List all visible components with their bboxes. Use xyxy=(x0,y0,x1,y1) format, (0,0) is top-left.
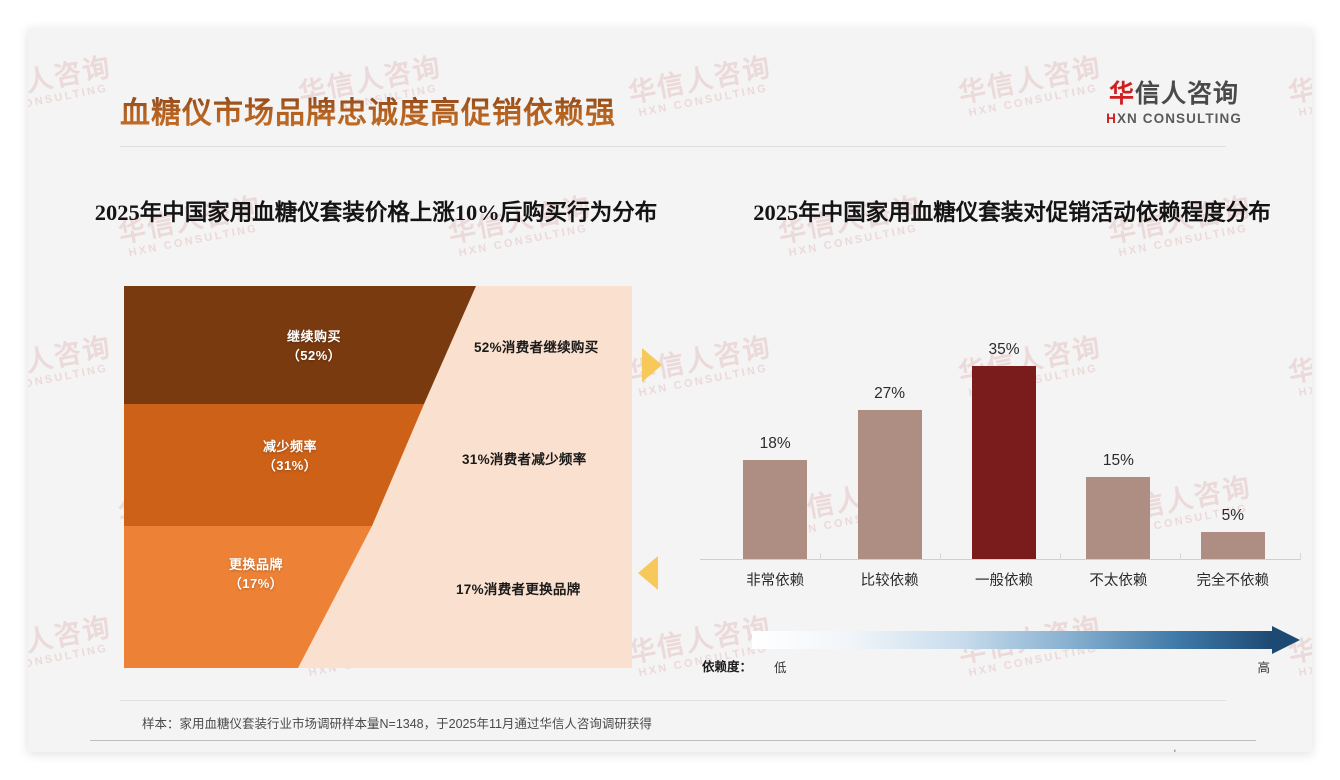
bar-rect[interactable] xyxy=(1086,477,1151,560)
funnel-label-text-2: 更换品牌 xyxy=(228,557,283,572)
page-title: 血糖仪市场品牌忠诚度高促销依赖强 xyxy=(120,88,616,132)
sample-divider xyxy=(120,700,1226,701)
left-chart-title: 2025年中国家用血糖仪套装价格上涨10%后购买行为分布 xyxy=(94,200,658,225)
funnel-label-value-0: （52%） xyxy=(286,347,342,363)
gradient-bar xyxy=(752,631,1272,649)
play-right-triangle-icon xyxy=(642,348,662,382)
bar-category-label: 非常依赖 xyxy=(746,573,805,589)
bar-rect[interactable] xyxy=(857,410,922,560)
legend-label: 依赖度： xyxy=(702,660,753,674)
footer-website[interactable]: www.hxrcon.com xyxy=(1144,748,1238,752)
bar-rect[interactable] xyxy=(743,460,808,560)
x-axis-line xyxy=(700,559,1300,560)
legend-low-label: 低 xyxy=(774,661,787,675)
funnel-segment-label-0: 继续购买 （52%） xyxy=(244,328,384,366)
slide-header: 血糖仪市场品牌忠诚度高促销依赖强 华信人咨询 HXN CONSULTING xyxy=(28,28,1312,147)
funnel-chart: 继续购买 （52%） 减少频率 （31%） 更换品牌 （17%） 52%消费者继… xyxy=(124,286,632,668)
bar-category-label: 不太依赖 xyxy=(1089,573,1148,589)
x-axis-tick xyxy=(940,553,941,560)
logo-chinese: 华信人咨询 xyxy=(1106,82,1242,107)
bar-column[interactable]: 18% 非常依赖 xyxy=(718,298,832,589)
bar-category-label: 一般依赖 xyxy=(974,573,1033,589)
bar-rect[interactable] xyxy=(1200,532,1265,560)
funnel-label-value-2: （17%） xyxy=(228,575,284,591)
bar-plot-area: 18% 非常依赖 27% 比较依赖 35% 一般依赖 15% 不太依赖 5% 完全不依赖 xyxy=(718,298,1290,589)
brand-logo: 华信人咨询 HXN CONSULTING xyxy=(1106,82,1242,127)
logo-chinese-rest: 信人咨询 xyxy=(1135,80,1240,108)
bar-value-label: 15% xyxy=(1102,452,1134,469)
funnel-segment-label-2: 更换品牌 （17%） xyxy=(186,556,326,594)
funnel-label-text-1: 减少频率 xyxy=(262,439,317,454)
footer-divider xyxy=(90,740,1256,741)
bar-column[interactable]: 35% 一般依赖 xyxy=(947,298,1061,589)
bar-chart: 18% 非常依赖 27% 比较依赖 35% 一般依赖 15% 不太依赖 5% 完全不依赖 xyxy=(700,298,1301,598)
play-left-triangle-icon xyxy=(638,556,658,590)
x-axis-tick xyxy=(1060,553,1061,560)
legend-high-label: 高 xyxy=(1257,661,1270,675)
x-axis-tick xyxy=(1180,553,1181,560)
bar-category-label: 比较依赖 xyxy=(860,573,919,589)
sample-note: 样本：家用血糖仪套装行业市场调研样本量N=1348，于2025年11月通过华信人… xyxy=(142,717,652,731)
bar-rect[interactable] xyxy=(971,366,1036,560)
gradient-arrow: 依赖度： 低 高 xyxy=(702,626,1300,675)
gradient-arrow-head-icon xyxy=(1272,626,1300,654)
funnel-note-1: 31%消费者减少频率 xyxy=(462,452,587,467)
footer-copyright: ©2026.1 HXR华信人咨询 xyxy=(102,748,242,752)
bar-value-label: 18% xyxy=(759,435,791,452)
funnel-note-2: 17%消费者更换品牌 xyxy=(456,582,581,597)
bar-value-label: 35% xyxy=(988,341,1020,358)
logo-chinese-accent: 华 xyxy=(1109,80,1136,108)
dependency-gradient-legend: 依赖度： 低 高 xyxy=(700,626,1300,682)
bar-category-label: 完全不依赖 xyxy=(1196,573,1270,589)
funnel-label-value-1: （31%） xyxy=(262,457,318,473)
funnel-label-text-0: 继续购买 xyxy=(286,329,341,344)
funnel-segment-label-1: 减少频率 （31%） xyxy=(220,438,360,476)
bar-column[interactable]: 5% 完全不依赖 xyxy=(1176,298,1290,589)
funnel-note-0: 52%消费者继续购买 xyxy=(474,340,599,355)
title-divider xyxy=(120,146,1226,147)
right-chart-title: 2025年中国家用血糖仪套装对促销活动依赖程度分布 xyxy=(753,200,1271,225)
bar-value-label: 5% xyxy=(1221,507,1244,524)
logo-english: HXN CONSULTING xyxy=(1106,111,1242,126)
bar-column[interactable]: 27% 比较依赖 xyxy=(832,298,946,589)
bar-column[interactable]: 15% 不太依赖 xyxy=(1061,298,1175,589)
x-axis-tick xyxy=(1300,553,1301,560)
bar-value-label: 27% xyxy=(874,385,906,402)
logo-english-accent: H xyxy=(1106,111,1117,126)
x-axis-tick xyxy=(820,553,821,560)
funnel-shape xyxy=(124,286,476,668)
logo-english-rest: XN CONSULTING xyxy=(1116,111,1242,126)
